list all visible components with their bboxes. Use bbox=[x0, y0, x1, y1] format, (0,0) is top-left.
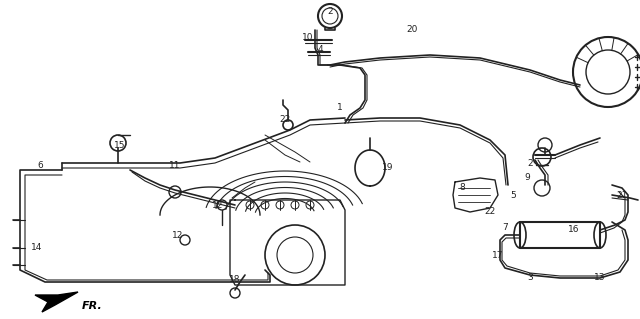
Text: 14: 14 bbox=[31, 243, 43, 253]
Polygon shape bbox=[35, 292, 78, 312]
Text: 6: 6 bbox=[37, 160, 43, 169]
Text: 12: 12 bbox=[212, 201, 224, 210]
Text: 7: 7 bbox=[502, 222, 508, 232]
Text: 18: 18 bbox=[229, 276, 241, 285]
Text: 21: 21 bbox=[616, 190, 628, 199]
Text: 1: 1 bbox=[337, 103, 343, 113]
Text: 2: 2 bbox=[527, 159, 533, 167]
Text: FR.: FR. bbox=[82, 301, 103, 311]
Text: 20: 20 bbox=[406, 26, 418, 34]
Text: 15: 15 bbox=[115, 140, 125, 150]
Text: 13: 13 bbox=[595, 273, 605, 283]
Text: 22: 22 bbox=[484, 207, 495, 217]
Text: 2: 2 bbox=[327, 8, 333, 17]
Text: 17: 17 bbox=[492, 250, 504, 259]
Text: 10: 10 bbox=[302, 33, 314, 42]
Text: 5: 5 bbox=[510, 190, 516, 199]
Text: 8: 8 bbox=[459, 183, 465, 192]
Text: 11: 11 bbox=[169, 160, 180, 169]
Text: 19: 19 bbox=[382, 164, 394, 173]
Text: 12: 12 bbox=[172, 231, 184, 240]
Text: 22: 22 bbox=[280, 115, 291, 124]
Text: 16: 16 bbox=[568, 226, 580, 234]
Text: 3: 3 bbox=[527, 273, 533, 283]
Text: 9: 9 bbox=[524, 174, 530, 182]
Text: 4: 4 bbox=[317, 46, 323, 55]
